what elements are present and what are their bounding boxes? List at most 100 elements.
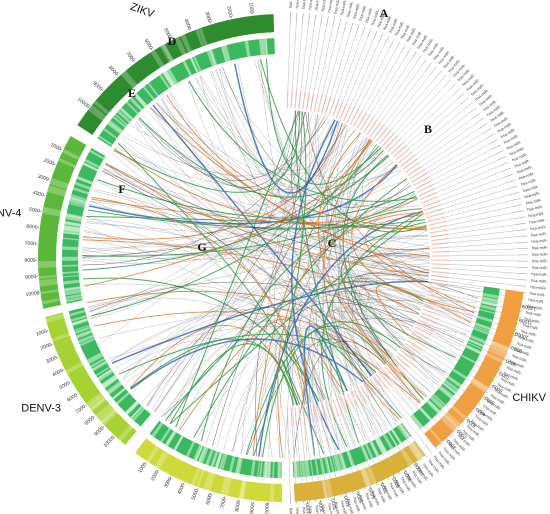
mirna-label: hsa-miR-	[529, 217, 546, 224]
genome-stripe	[322, 479, 329, 499]
interaction-link	[188, 80, 418, 202]
coverage-stripe	[74, 324, 90, 331]
tick-label: 1000	[49, 142, 62, 152]
coverage-stripe	[374, 438, 385, 454]
coverage-stripe	[210, 450, 218, 467]
mirna-bar	[428, 290, 447, 296]
mirna-ray	[354, 410, 385, 471]
mirna-ray	[291, 22, 297, 98]
coverage-stripe	[268, 461, 272, 478]
mirna-ray	[420, 143, 489, 182]
mirna-tick	[389, 39, 395, 49]
mirna-label: hsa-miR-	[525, 197, 543, 206]
mirna-ray	[451, 254, 518, 257]
genome-stripe	[321, 480, 328, 499]
coverage-stripe	[467, 341, 483, 350]
mirna-label: hsa-miR-	[532, 258, 549, 263]
mirna-bar	[418, 319, 436, 328]
coverage-stripe	[65, 296, 83, 303]
mirna-label: hsa-miR-	[314, 505, 321, 514]
coverage-stripe	[72, 187, 89, 195]
mirna-label: hsa-miR-	[294, 0, 300, 9]
coverage-stripe	[387, 431, 398, 447]
coverage-stripe	[102, 376, 118, 389]
mirna-ray	[317, 403, 339, 488]
mirna-tick	[516, 285, 527, 287]
tick-label: 12000	[522, 303, 537, 312]
mirna-ray	[427, 182, 506, 210]
panel-label-d: D	[168, 34, 177, 48]
coverage-stripe	[482, 292, 499, 299]
mirna-label: hsa-miR-	[522, 322, 540, 331]
interaction-link	[138, 117, 360, 385]
mirna-ray-track: hsa-miR-hsa-miR-hsa-miR-hsa-miR-hsa-miR-…	[287, 0, 549, 514]
tick-label: 9000	[511, 344, 524, 354]
coverage-stripe	[86, 352, 102, 362]
coverage-stripe	[481, 300, 498, 306]
coverage-stripe	[264, 461, 268, 478]
mirna-tick	[452, 88, 461, 96]
coverage-stripe	[259, 460, 263, 478]
mirna-ray	[423, 133, 483, 171]
genome-stripe	[487, 345, 507, 359]
mirna-label: hsa-miR-	[527, 303, 545, 311]
tick-label: 8000	[391, 476, 401, 489]
interaction-link	[277, 211, 423, 459]
interaction-link	[83, 283, 393, 358]
coverage-stripe	[107, 121, 122, 135]
genome-stripe	[269, 483, 275, 502]
interaction-link	[296, 328, 324, 454]
genome-stripe	[39, 278, 58, 287]
mirna-label: hsa-miR-	[321, 504, 329, 514]
genome-stripe	[360, 467, 373, 487]
interaction-link	[345, 307, 467, 335]
mirna-label: hsa-miR-	[509, 359, 526, 371]
axis-tick	[55, 356, 58, 358]
axis-tick	[519, 319, 522, 321]
coverage-stripe	[64, 290, 81, 296]
mirna-ray	[300, 425, 309, 493]
interaction-link	[322, 123, 345, 450]
coverage-stripe	[70, 194, 87, 201]
coverage-stripe	[62, 256, 79, 259]
mirna-label: hsa-miR-	[346, 498, 355, 514]
genome-stripe	[239, 480, 246, 499]
tick-label: 8000	[83, 415, 96, 427]
tick-label: 7000	[25, 241, 37, 248]
mirna-ray	[399, 99, 458, 153]
tick-label: 4000	[343, 495, 352, 508]
mirna-ray	[436, 236, 518, 245]
mirna-bar	[346, 392, 356, 410]
mirna-tick	[514, 216, 525, 219]
tick-label: 4000	[177, 483, 187, 496]
tick-label: 9000	[25, 274, 37, 281]
mirna-label: hsa-miR-	[388, 482, 400, 499]
genome-stripe	[428, 428, 443, 444]
mirna-ray	[435, 188, 508, 212]
mirna-label: hsa-miR-	[295, 507, 301, 514]
mirna-tick	[326, 16, 329, 27]
tick-label: 9000	[403, 470, 414, 483]
virus-name-label: CHIKV	[512, 392, 546, 404]
mirna-tick	[320, 15, 323, 26]
mirna-label: hsa-miR-	[532, 245, 549, 251]
mirna-label: hsa-miR-	[528, 297, 545, 305]
mirna-tick	[517, 273, 528, 275]
coverage-stripe	[444, 379, 459, 392]
axis-tick	[446, 439, 449, 441]
coverage-stripe	[99, 371, 114, 382]
mirna-ray	[435, 267, 518, 274]
coverage-stripe	[69, 309, 86, 317]
mirna-bar	[328, 400, 336, 418]
mirna-ray	[450, 264, 518, 268]
mirna-ray	[338, 37, 368, 113]
coverage-stripe	[279, 461, 282, 478]
interaction-link	[110, 314, 341, 394]
mirna-tick	[516, 229, 527, 231]
coverage-stripe	[206, 50, 214, 67]
tick-label: 7000	[74, 404, 87, 416]
interaction-link	[82, 164, 398, 256]
mirna-tick	[430, 441, 437, 450]
coverage-stripe	[244, 40, 251, 57]
